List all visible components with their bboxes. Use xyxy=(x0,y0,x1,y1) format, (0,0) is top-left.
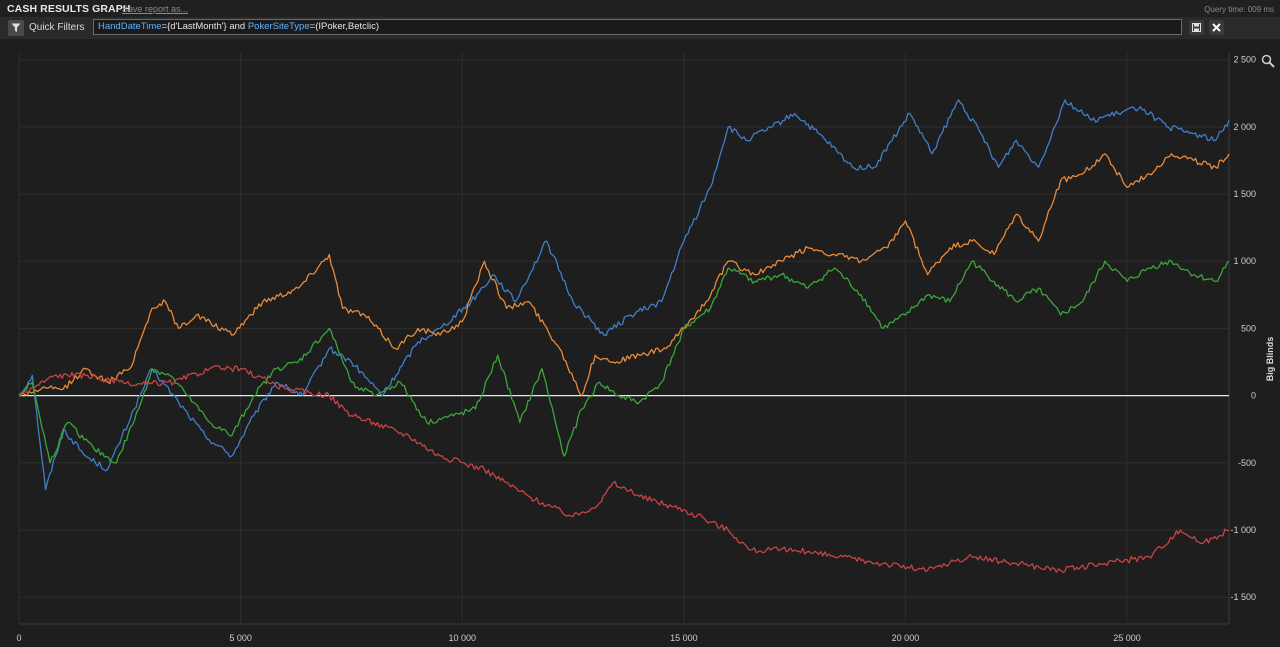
save-icon xyxy=(1192,23,1201,32)
y-axis-label: Big Blinds xyxy=(1265,337,1275,382)
filter-expression-field[interactable]: HandDateTime={d'LastMonth'} and PokerSit… xyxy=(93,19,1182,35)
quick-filters-button[interactable] xyxy=(8,20,24,36)
y-tick-label: 1 500 xyxy=(1233,189,1256,199)
x-tick-label: 20 000 xyxy=(892,633,920,643)
gridlines xyxy=(18,53,1230,625)
series-line-2 xyxy=(19,153,1230,397)
x-tick-label: 10 000 xyxy=(448,633,476,643)
filter-bar: Quick Filters HandDateTime={d'LastMonth'… xyxy=(0,17,1280,39)
series-line-4 xyxy=(18,365,1230,573)
filter-text: ={d'LastMonth'} and xyxy=(161,21,248,32)
x-tick-label: 25 000 xyxy=(1113,633,1141,643)
x-tick-label: 15 000 xyxy=(670,633,698,643)
report-title: CASH RESULTS GRAPH xyxy=(7,3,131,15)
y-tick-label: 500 xyxy=(1241,323,1256,333)
save-filter-button[interactable] xyxy=(1189,20,1204,35)
series-line-1 xyxy=(18,99,1230,491)
y-axis: -1 500 -1 000 -500 0 500 1 000 1 500 2 000 2 500 xyxy=(1230,55,1256,602)
y-tick-label: -1 500 xyxy=(1230,592,1256,602)
x-tick-label: 5 000 xyxy=(229,633,252,643)
y-tick-label: 1 000 xyxy=(1233,256,1256,266)
save-report-link[interactable]: Save report as... xyxy=(122,4,189,14)
filter-text: =(IPoker,Betclic) xyxy=(309,21,380,32)
x-tick-label: 0 xyxy=(16,633,21,643)
quick-filters-label: Quick Filters xyxy=(29,22,85,33)
query-time: Query time: 009 ms xyxy=(1204,5,1274,14)
filter-keyword: HandDateTime xyxy=(98,21,162,32)
y-tick-label: 0 xyxy=(1251,391,1256,401)
zoom-button[interactable] xyxy=(1261,54,1275,68)
y-tick-label: -1 000 xyxy=(1230,525,1256,535)
y-tick-label: -500 xyxy=(1238,458,1256,468)
series-line-3 xyxy=(18,259,1230,464)
x-axis: 0 5 000 10 000 15 000 20 000 25 000 xyxy=(16,633,1140,643)
magnifier-icon xyxy=(1261,54,1275,68)
filter-keyword: PokerSiteType xyxy=(247,21,310,32)
series-lines xyxy=(18,99,1230,573)
title-bar: CASH RESULTS GRAPH Save report as... Que… xyxy=(0,0,1280,17)
clear-filter-button[interactable] xyxy=(1209,20,1224,35)
y-tick-label: 2 000 xyxy=(1233,122,1256,132)
y-tick-label: 2 500 xyxy=(1233,55,1256,65)
close-icon xyxy=(1212,23,1221,32)
filter-icon xyxy=(11,23,21,32)
